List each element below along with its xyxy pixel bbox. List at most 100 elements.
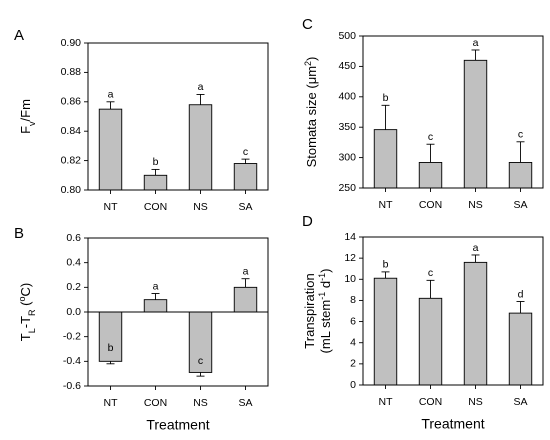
bar bbox=[143, 299, 168, 313]
significance-letter: d bbox=[518, 288, 524, 300]
label-part: R bbox=[27, 309, 37, 316]
y-tick-label: 0.80 bbox=[61, 184, 82, 196]
panel-letter: C bbox=[302, 16, 313, 33]
bar bbox=[508, 162, 533, 189]
significance-letter: b bbox=[383, 259, 389, 271]
panel-d: Db c a d 0 2 4 6 8 10 12 14 NT CON NS SA Treatment Transp… bbox=[302, 213, 544, 432]
label-part: Stomata size ( bbox=[304, 84, 319, 168]
y-tick-label: 0.86 bbox=[61, 96, 82, 108]
y-tick-label: 0.90 bbox=[61, 37, 82, 49]
y-tick-label: 14 bbox=[344, 231, 356, 243]
significance-letter: c bbox=[243, 146, 248, 158]
x-tick-label: NS bbox=[193, 397, 208, 409]
x-tick-label: SA bbox=[238, 397, 252, 409]
y-tick-label: 0.82 bbox=[61, 154, 82, 166]
y-tick-label: 400 bbox=[338, 91, 356, 103]
label-part: -T bbox=[18, 316, 33, 328]
y-tick-label: -0.2 bbox=[63, 330, 81, 342]
label-part: ) bbox=[318, 269, 333, 273]
bar bbox=[418, 162, 443, 189]
plot-frame bbox=[362, 35, 544, 189]
x-tick-label: NT bbox=[379, 396, 394, 408]
y-tick-label: 6 bbox=[350, 315, 356, 327]
label-part: L bbox=[27, 328, 37, 333]
x-axis-title: Treatment bbox=[146, 417, 209, 433]
y-axis-title: Stomata size (μm2) bbox=[303, 57, 319, 168]
significance-letter: b bbox=[108, 342, 114, 354]
plot-frame bbox=[362, 236, 544, 386]
panel-letter: A bbox=[14, 27, 24, 44]
significance-letter: b bbox=[153, 156, 159, 168]
x-tick-label: SA bbox=[513, 199, 527, 211]
significance-letter: c bbox=[198, 355, 203, 367]
y-tick-label: 300 bbox=[338, 151, 356, 163]
label-part: v bbox=[27, 121, 37, 126]
label-part: -1 bbox=[317, 292, 327, 300]
label-part: F bbox=[18, 126, 33, 134]
panel-letter: B bbox=[14, 225, 24, 242]
y-tick-label: 0.6 bbox=[66, 232, 81, 244]
y-tick-label: 350 bbox=[338, 121, 356, 133]
significance-letter: a bbox=[153, 280, 159, 292]
x-tick-label: NT bbox=[104, 201, 119, 213]
plot-frame bbox=[87, 42, 269, 191]
bar bbox=[373, 277, 398, 386]
significance-letter: c bbox=[428, 131, 433, 143]
significance-letter: a bbox=[243, 265, 249, 277]
x-tick-label: CON bbox=[419, 396, 442, 408]
x-tick-label: NT bbox=[104, 397, 119, 409]
significance-letter: a bbox=[473, 37, 479, 49]
label-part: Transpiration bbox=[302, 273, 317, 348]
bar bbox=[233, 163, 258, 191]
x-axis-title: Treatment bbox=[421, 416, 484, 432]
label-part: C) bbox=[18, 283, 33, 297]
significance-letter: a bbox=[473, 242, 479, 254]
y-tick-label: -0.6 bbox=[63, 380, 81, 392]
y-axis-title-line1: Transpiration bbox=[302, 273, 317, 348]
label-part: ) bbox=[304, 57, 319, 61]
panel-letter: D bbox=[302, 213, 313, 230]
y-tick-label: 250 bbox=[338, 182, 356, 194]
panel-a: Aa b a c 0.80 0.82 0.84 0.86 0.88 0.90 NT CON NS SA Fv… bbox=[14, 27, 269, 213]
label-part: /Fm bbox=[18, 99, 33, 121]
label-part: 2 bbox=[303, 61, 313, 66]
significance-letter: c bbox=[428, 267, 433, 279]
x-tick-label: CON bbox=[419, 199, 442, 211]
significance-letter: a bbox=[198, 81, 204, 93]
y-axis-title: TL-TR (oC) bbox=[17, 283, 37, 341]
x-tick-label: NT bbox=[379, 199, 394, 211]
y-tick-label: 500 bbox=[338, 30, 356, 42]
y-tick-label: 12 bbox=[344, 252, 356, 264]
label-part: ( bbox=[18, 301, 33, 310]
bar bbox=[373, 129, 398, 189]
x-tick-label: NS bbox=[193, 201, 208, 213]
y-tick-label: 0.88 bbox=[61, 66, 82, 78]
bar bbox=[463, 59, 488, 189]
bar bbox=[233, 286, 258, 313]
label-part: d bbox=[318, 281, 333, 292]
y-axis-title: Fv/Fm bbox=[18, 99, 37, 134]
y-tick-label: 0.0 bbox=[66, 306, 81, 318]
y-tick-label: 0 bbox=[350, 379, 356, 391]
x-tick-label: SA bbox=[513, 396, 527, 408]
significance-letter: a bbox=[108, 89, 114, 101]
y-tick-label: 0.84 bbox=[61, 125, 82, 137]
bar bbox=[463, 261, 488, 386]
x-tick-label: NS bbox=[468, 396, 483, 408]
significance-letter: b bbox=[383, 92, 389, 104]
y-tick-label: 10 bbox=[344, 273, 356, 285]
x-tick-label: SA bbox=[238, 201, 252, 213]
bar bbox=[98, 108, 123, 191]
label-part: μm bbox=[304, 66, 319, 84]
y-tick-label: -0.4 bbox=[63, 355, 81, 367]
label-part: -1 bbox=[317, 273, 327, 281]
x-tick-label: NS bbox=[468, 199, 483, 211]
bar bbox=[188, 104, 213, 191]
x-tick-label: CON bbox=[144, 397, 167, 409]
panel-b: Bb a c a -0.6 -0.4 -0.2 0.0 0.2 0.4 0.6 NT CON NS SA Tr… bbox=[14, 225, 269, 433]
y-axis-title-line2: (mL stem-1 d-1) bbox=[317, 269, 333, 354]
bar bbox=[143, 174, 168, 191]
label-part: o bbox=[17, 297, 27, 302]
bar bbox=[418, 297, 443, 386]
